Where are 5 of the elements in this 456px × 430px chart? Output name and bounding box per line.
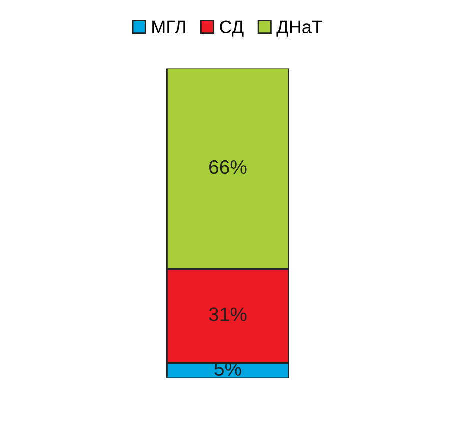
legend-label: МГЛ	[152, 20, 186, 34]
data-label: 31%	[209, 308, 247, 322]
legend-label: СД	[220, 20, 244, 37]
data-label: 66%	[210, 160, 247, 174]
legend-label: ДНаТ	[276, 20, 323, 37]
